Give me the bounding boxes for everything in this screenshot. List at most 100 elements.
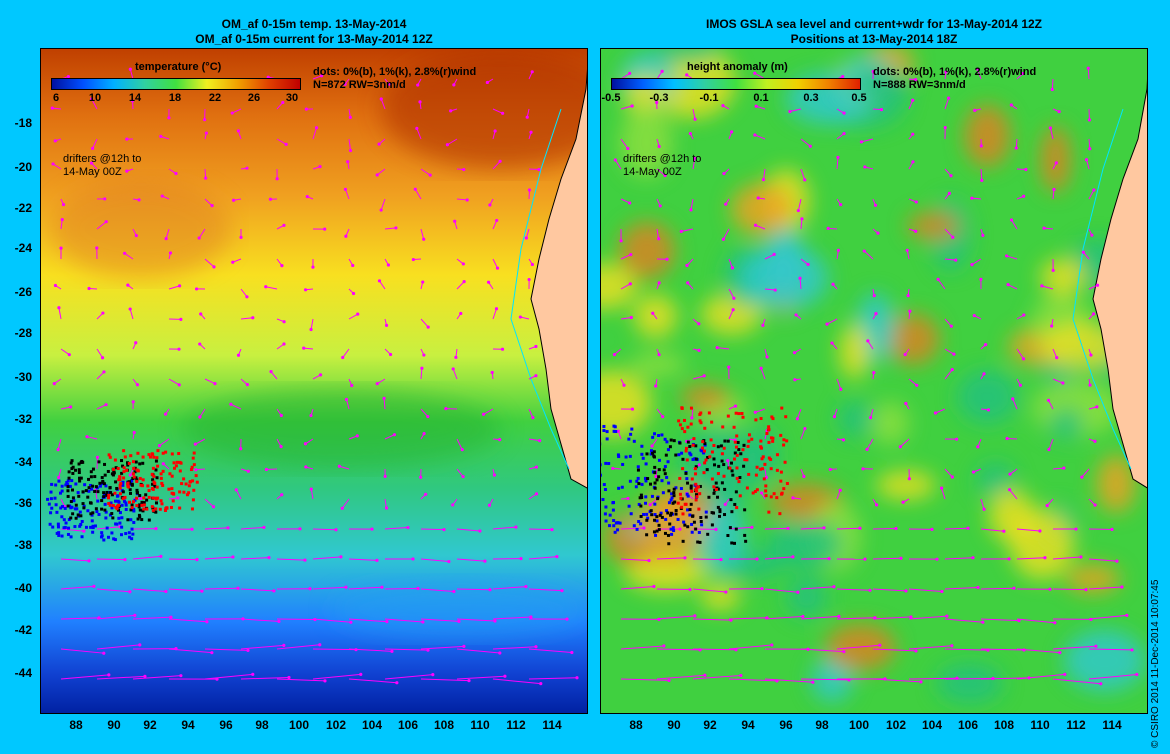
current-vector <box>656 615 695 620</box>
vector-head <box>622 383 626 387</box>
drifter-dot <box>730 510 734 514</box>
drifter-dot <box>652 530 656 534</box>
current-vector <box>1088 189 1095 200</box>
anomaly-eddy <box>907 211 960 240</box>
drifter-dot <box>170 474 174 478</box>
drifter-dot <box>146 484 150 488</box>
vector-head <box>61 202 66 207</box>
current-vectors <box>50 67 579 686</box>
current-vector <box>1048 438 1054 450</box>
vector-head <box>210 651 214 655</box>
vector-head <box>629 252 633 257</box>
vector-head <box>1005 254 1009 258</box>
drifter-dot <box>138 508 142 512</box>
current-vector <box>60 674 109 680</box>
vector-head <box>1095 283 1100 287</box>
vector-head <box>1048 126 1053 130</box>
vector-head <box>384 323 389 327</box>
anomaly-eddy <box>678 427 763 500</box>
drifter-dot <box>191 456 195 460</box>
vector-head <box>282 643 286 647</box>
vector-head <box>134 233 138 238</box>
vector-head <box>519 557 523 561</box>
current-vector <box>1016 618 1055 624</box>
drifter-dot <box>744 539 748 543</box>
drifter-dot <box>690 477 694 481</box>
vector-head <box>685 263 689 268</box>
drifter-dot <box>672 487 676 491</box>
vector-head <box>908 309 912 313</box>
anomaly-eddy <box>956 369 1019 425</box>
vector-head <box>906 294 910 298</box>
vector-head <box>878 643 882 647</box>
vector-head <box>487 503 492 507</box>
vector-head <box>59 246 63 250</box>
vector-head <box>1021 357 1026 361</box>
height-anomaly-colorbar <box>611 78 861 90</box>
vector-head <box>134 341 138 345</box>
current-vector <box>60 528 84 532</box>
vector-head <box>842 650 846 654</box>
drifter-dot <box>646 516 650 520</box>
vector-head <box>485 80 489 85</box>
drifter-dot <box>111 473 115 477</box>
vector-head <box>282 342 286 346</box>
vector-head <box>424 492 428 496</box>
drifter-dot <box>80 459 84 463</box>
vector-head <box>770 643 774 647</box>
current-vector <box>656 648 701 651</box>
vector-head <box>128 473 132 477</box>
drifter-dot <box>135 504 139 508</box>
drifter-dot <box>667 489 671 493</box>
temperature-map-panel[interactable]: temperature (°C) 6 10 14 18 22 26 30 dot… <box>40 48 588 714</box>
drifter-dot <box>702 451 706 455</box>
drifter-dot <box>660 433 664 437</box>
drifter-dot <box>693 467 697 471</box>
lon-tick: 110 <box>470 718 490 732</box>
drifter-dot <box>105 526 109 530</box>
vector-head <box>266 75 270 79</box>
drifter-dot <box>632 439 636 443</box>
current-vector <box>168 588 202 592</box>
vector-head <box>160 194 164 198</box>
vector-head <box>679 229 683 233</box>
drifter-dot <box>120 516 124 520</box>
drifter-dot <box>655 529 659 533</box>
vector-head <box>493 129 497 133</box>
current-vector <box>312 618 351 623</box>
lat-tick: -32 <box>14 412 32 426</box>
drifter-dot <box>694 488 698 492</box>
drifter-dot <box>151 482 155 486</box>
vector-head <box>422 353 426 357</box>
current-vector <box>240 676 289 680</box>
drifter-dot <box>91 484 95 488</box>
vector-head <box>914 649 918 653</box>
current-vector <box>620 138 629 149</box>
drifter-dot <box>154 459 158 463</box>
current-vector <box>800 615 839 620</box>
drifter-dot <box>653 471 657 475</box>
current-vector <box>416 128 422 140</box>
drifter-dot <box>88 501 92 505</box>
sea-level-map-panel[interactable]: height anomaly (m) -0.5 -0.3 -0.1 0.1 0.… <box>600 48 1148 714</box>
current-vector <box>1049 127 1054 140</box>
drifter-dot <box>129 518 133 522</box>
colorbar-tick: -0.1 <box>699 92 719 104</box>
vector-head <box>806 262 810 267</box>
current-vector <box>872 648 916 652</box>
drifter-dot <box>70 505 74 509</box>
drifter-dot <box>74 516 78 520</box>
lon-tick: 110 <box>1030 718 1050 732</box>
current-vector <box>800 168 806 180</box>
vector-head <box>861 467 865 471</box>
drifter-dot <box>712 491 716 495</box>
vector-head <box>411 257 415 262</box>
drifter-dot <box>113 538 117 542</box>
drifter-dot <box>55 531 59 535</box>
drifter-dot <box>643 476 647 480</box>
drifter-dot <box>74 468 78 472</box>
current-vector <box>204 498 214 508</box>
drifter-dot <box>741 415 745 419</box>
drifter-dot <box>688 445 692 449</box>
current-vector <box>60 585 94 590</box>
